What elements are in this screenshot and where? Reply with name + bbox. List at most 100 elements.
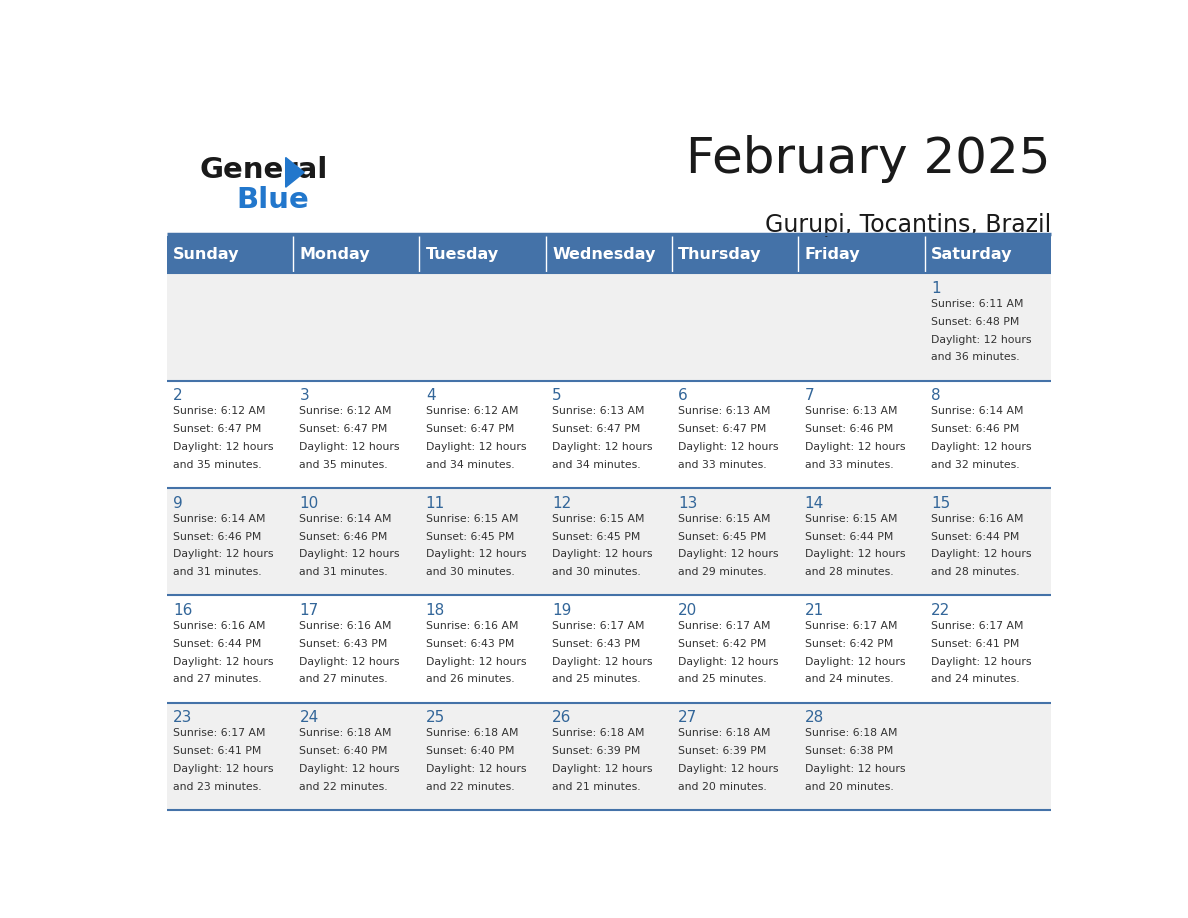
Text: Friday: Friday xyxy=(804,247,860,263)
Text: Sunrise: 6:11 AM: Sunrise: 6:11 AM xyxy=(931,299,1023,309)
Text: 8: 8 xyxy=(931,388,941,403)
Text: 1: 1 xyxy=(931,281,941,296)
Text: Sunrise: 6:17 AM: Sunrise: 6:17 AM xyxy=(931,621,1023,631)
Text: and 34 minutes.: and 34 minutes. xyxy=(552,460,640,470)
Text: Sunrise: 6:15 AM: Sunrise: 6:15 AM xyxy=(425,514,518,524)
Bar xyxy=(166,488,1051,596)
Text: Daylight: 12 hours: Daylight: 12 hours xyxy=(552,549,652,559)
Text: and 22 minutes.: and 22 minutes. xyxy=(299,781,388,791)
Text: 27: 27 xyxy=(678,711,697,725)
Text: and 20 minutes.: and 20 minutes. xyxy=(804,781,893,791)
Text: Sunrise: 6:18 AM: Sunrise: 6:18 AM xyxy=(425,728,518,738)
Text: Daylight: 12 hours: Daylight: 12 hours xyxy=(931,334,1031,344)
Text: 19: 19 xyxy=(552,603,571,618)
Bar xyxy=(798,236,924,274)
Text: Daylight: 12 hours: Daylight: 12 hours xyxy=(173,442,273,452)
Text: General: General xyxy=(200,156,328,185)
Text: 13: 13 xyxy=(678,496,697,510)
Text: Sunrise: 6:13 AM: Sunrise: 6:13 AM xyxy=(804,407,897,417)
Text: and 30 minutes.: and 30 minutes. xyxy=(425,567,514,577)
Text: Daylight: 12 hours: Daylight: 12 hours xyxy=(299,442,400,452)
Text: Sunset: 6:39 PM: Sunset: 6:39 PM xyxy=(552,746,640,756)
Text: Sunrise: 6:12 AM: Sunrise: 6:12 AM xyxy=(299,407,392,417)
Text: Daylight: 12 hours: Daylight: 12 hours xyxy=(299,549,400,559)
Text: Sunset: 6:41 PM: Sunset: 6:41 PM xyxy=(173,746,261,756)
Text: Sunset: 6:40 PM: Sunset: 6:40 PM xyxy=(299,746,388,756)
Bar xyxy=(166,236,293,274)
Text: Sunset: 6:45 PM: Sunset: 6:45 PM xyxy=(425,532,514,542)
Bar xyxy=(166,702,1051,810)
Bar xyxy=(293,236,419,274)
Text: Daylight: 12 hours: Daylight: 12 hours xyxy=(299,656,400,666)
Text: Sunset: 6:47 PM: Sunset: 6:47 PM xyxy=(425,424,514,434)
Text: Daylight: 12 hours: Daylight: 12 hours xyxy=(425,549,526,559)
Text: 23: 23 xyxy=(173,711,192,725)
Text: Daylight: 12 hours: Daylight: 12 hours xyxy=(678,442,779,452)
Text: Sunset: 6:43 PM: Sunset: 6:43 PM xyxy=(299,639,387,649)
Text: Daylight: 12 hours: Daylight: 12 hours xyxy=(173,656,273,666)
Text: Sunrise: 6:16 AM: Sunrise: 6:16 AM xyxy=(425,621,518,631)
Text: and 22 minutes.: and 22 minutes. xyxy=(425,781,514,791)
Text: Sunset: 6:47 PM: Sunset: 6:47 PM xyxy=(552,424,640,434)
Text: 25: 25 xyxy=(425,711,446,725)
Text: Sunset: 6:46 PM: Sunset: 6:46 PM xyxy=(173,532,261,542)
Text: Sunrise: 6:18 AM: Sunrise: 6:18 AM xyxy=(552,728,645,738)
Text: Sunset: 6:48 PM: Sunset: 6:48 PM xyxy=(931,317,1019,327)
Text: and 24 minutes.: and 24 minutes. xyxy=(804,674,893,684)
Text: Sunset: 6:42 PM: Sunset: 6:42 PM xyxy=(678,639,766,649)
Text: Daylight: 12 hours: Daylight: 12 hours xyxy=(552,764,652,774)
Text: 11: 11 xyxy=(425,496,446,510)
Text: Sunset: 6:43 PM: Sunset: 6:43 PM xyxy=(425,639,514,649)
Text: 12: 12 xyxy=(552,496,571,510)
Text: Daylight: 12 hours: Daylight: 12 hours xyxy=(299,764,400,774)
Text: Sunrise: 6:12 AM: Sunrise: 6:12 AM xyxy=(425,407,518,417)
Text: 2: 2 xyxy=(173,388,183,403)
Text: 9: 9 xyxy=(173,496,183,510)
Text: Daylight: 12 hours: Daylight: 12 hours xyxy=(931,549,1031,559)
Text: and 25 minutes.: and 25 minutes. xyxy=(678,674,767,684)
Text: Sunrise: 6:13 AM: Sunrise: 6:13 AM xyxy=(552,407,645,417)
Text: 14: 14 xyxy=(804,496,823,510)
Text: and 34 minutes.: and 34 minutes. xyxy=(425,460,514,470)
Text: Sunset: 6:43 PM: Sunset: 6:43 PM xyxy=(552,639,640,649)
Text: and 35 minutes.: and 35 minutes. xyxy=(299,460,388,470)
Text: 28: 28 xyxy=(804,711,823,725)
Text: and 21 minutes.: and 21 minutes. xyxy=(552,781,640,791)
Text: Sunset: 6:47 PM: Sunset: 6:47 PM xyxy=(299,424,387,434)
Bar xyxy=(166,274,1051,381)
Bar xyxy=(419,236,545,274)
Text: Sunset: 6:46 PM: Sunset: 6:46 PM xyxy=(299,532,387,542)
Text: Sunset: 6:44 PM: Sunset: 6:44 PM xyxy=(173,639,261,649)
Text: Daylight: 12 hours: Daylight: 12 hours xyxy=(678,549,779,559)
Text: Sunset: 6:47 PM: Sunset: 6:47 PM xyxy=(173,424,261,434)
Text: 7: 7 xyxy=(804,388,814,403)
Text: Daylight: 12 hours: Daylight: 12 hours xyxy=(931,656,1031,666)
Text: and 32 minutes.: and 32 minutes. xyxy=(931,460,1019,470)
Text: and 30 minutes.: and 30 minutes. xyxy=(552,567,640,577)
Text: and 20 minutes.: and 20 minutes. xyxy=(678,781,767,791)
Text: Sunset: 6:44 PM: Sunset: 6:44 PM xyxy=(931,532,1019,542)
Text: and 23 minutes.: and 23 minutes. xyxy=(173,781,261,791)
Bar xyxy=(672,236,798,274)
Text: Daylight: 12 hours: Daylight: 12 hours xyxy=(678,764,779,774)
Text: Daylight: 12 hours: Daylight: 12 hours xyxy=(804,442,905,452)
Text: Sunrise: 6:18 AM: Sunrise: 6:18 AM xyxy=(804,728,897,738)
Text: Sunset: 6:44 PM: Sunset: 6:44 PM xyxy=(804,532,893,542)
Text: Daylight: 12 hours: Daylight: 12 hours xyxy=(425,656,526,666)
Text: 4: 4 xyxy=(425,388,435,403)
Text: Daylight: 12 hours: Daylight: 12 hours xyxy=(804,764,905,774)
Text: Sunset: 6:41 PM: Sunset: 6:41 PM xyxy=(931,639,1019,649)
Text: and 31 minutes.: and 31 minutes. xyxy=(173,567,261,577)
Text: and 33 minutes.: and 33 minutes. xyxy=(804,460,893,470)
Text: 10: 10 xyxy=(299,496,318,510)
Text: and 28 minutes.: and 28 minutes. xyxy=(804,567,893,577)
Text: Daylight: 12 hours: Daylight: 12 hours xyxy=(173,549,273,559)
Text: 6: 6 xyxy=(678,388,688,403)
Text: and 29 minutes.: and 29 minutes. xyxy=(678,567,767,577)
Text: Sunset: 6:47 PM: Sunset: 6:47 PM xyxy=(678,424,766,434)
Bar xyxy=(166,596,1051,702)
Text: Daylight: 12 hours: Daylight: 12 hours xyxy=(678,656,779,666)
Text: Sunset: 6:40 PM: Sunset: 6:40 PM xyxy=(425,746,514,756)
Text: Sunset: 6:45 PM: Sunset: 6:45 PM xyxy=(552,532,640,542)
Text: 22: 22 xyxy=(931,603,950,618)
